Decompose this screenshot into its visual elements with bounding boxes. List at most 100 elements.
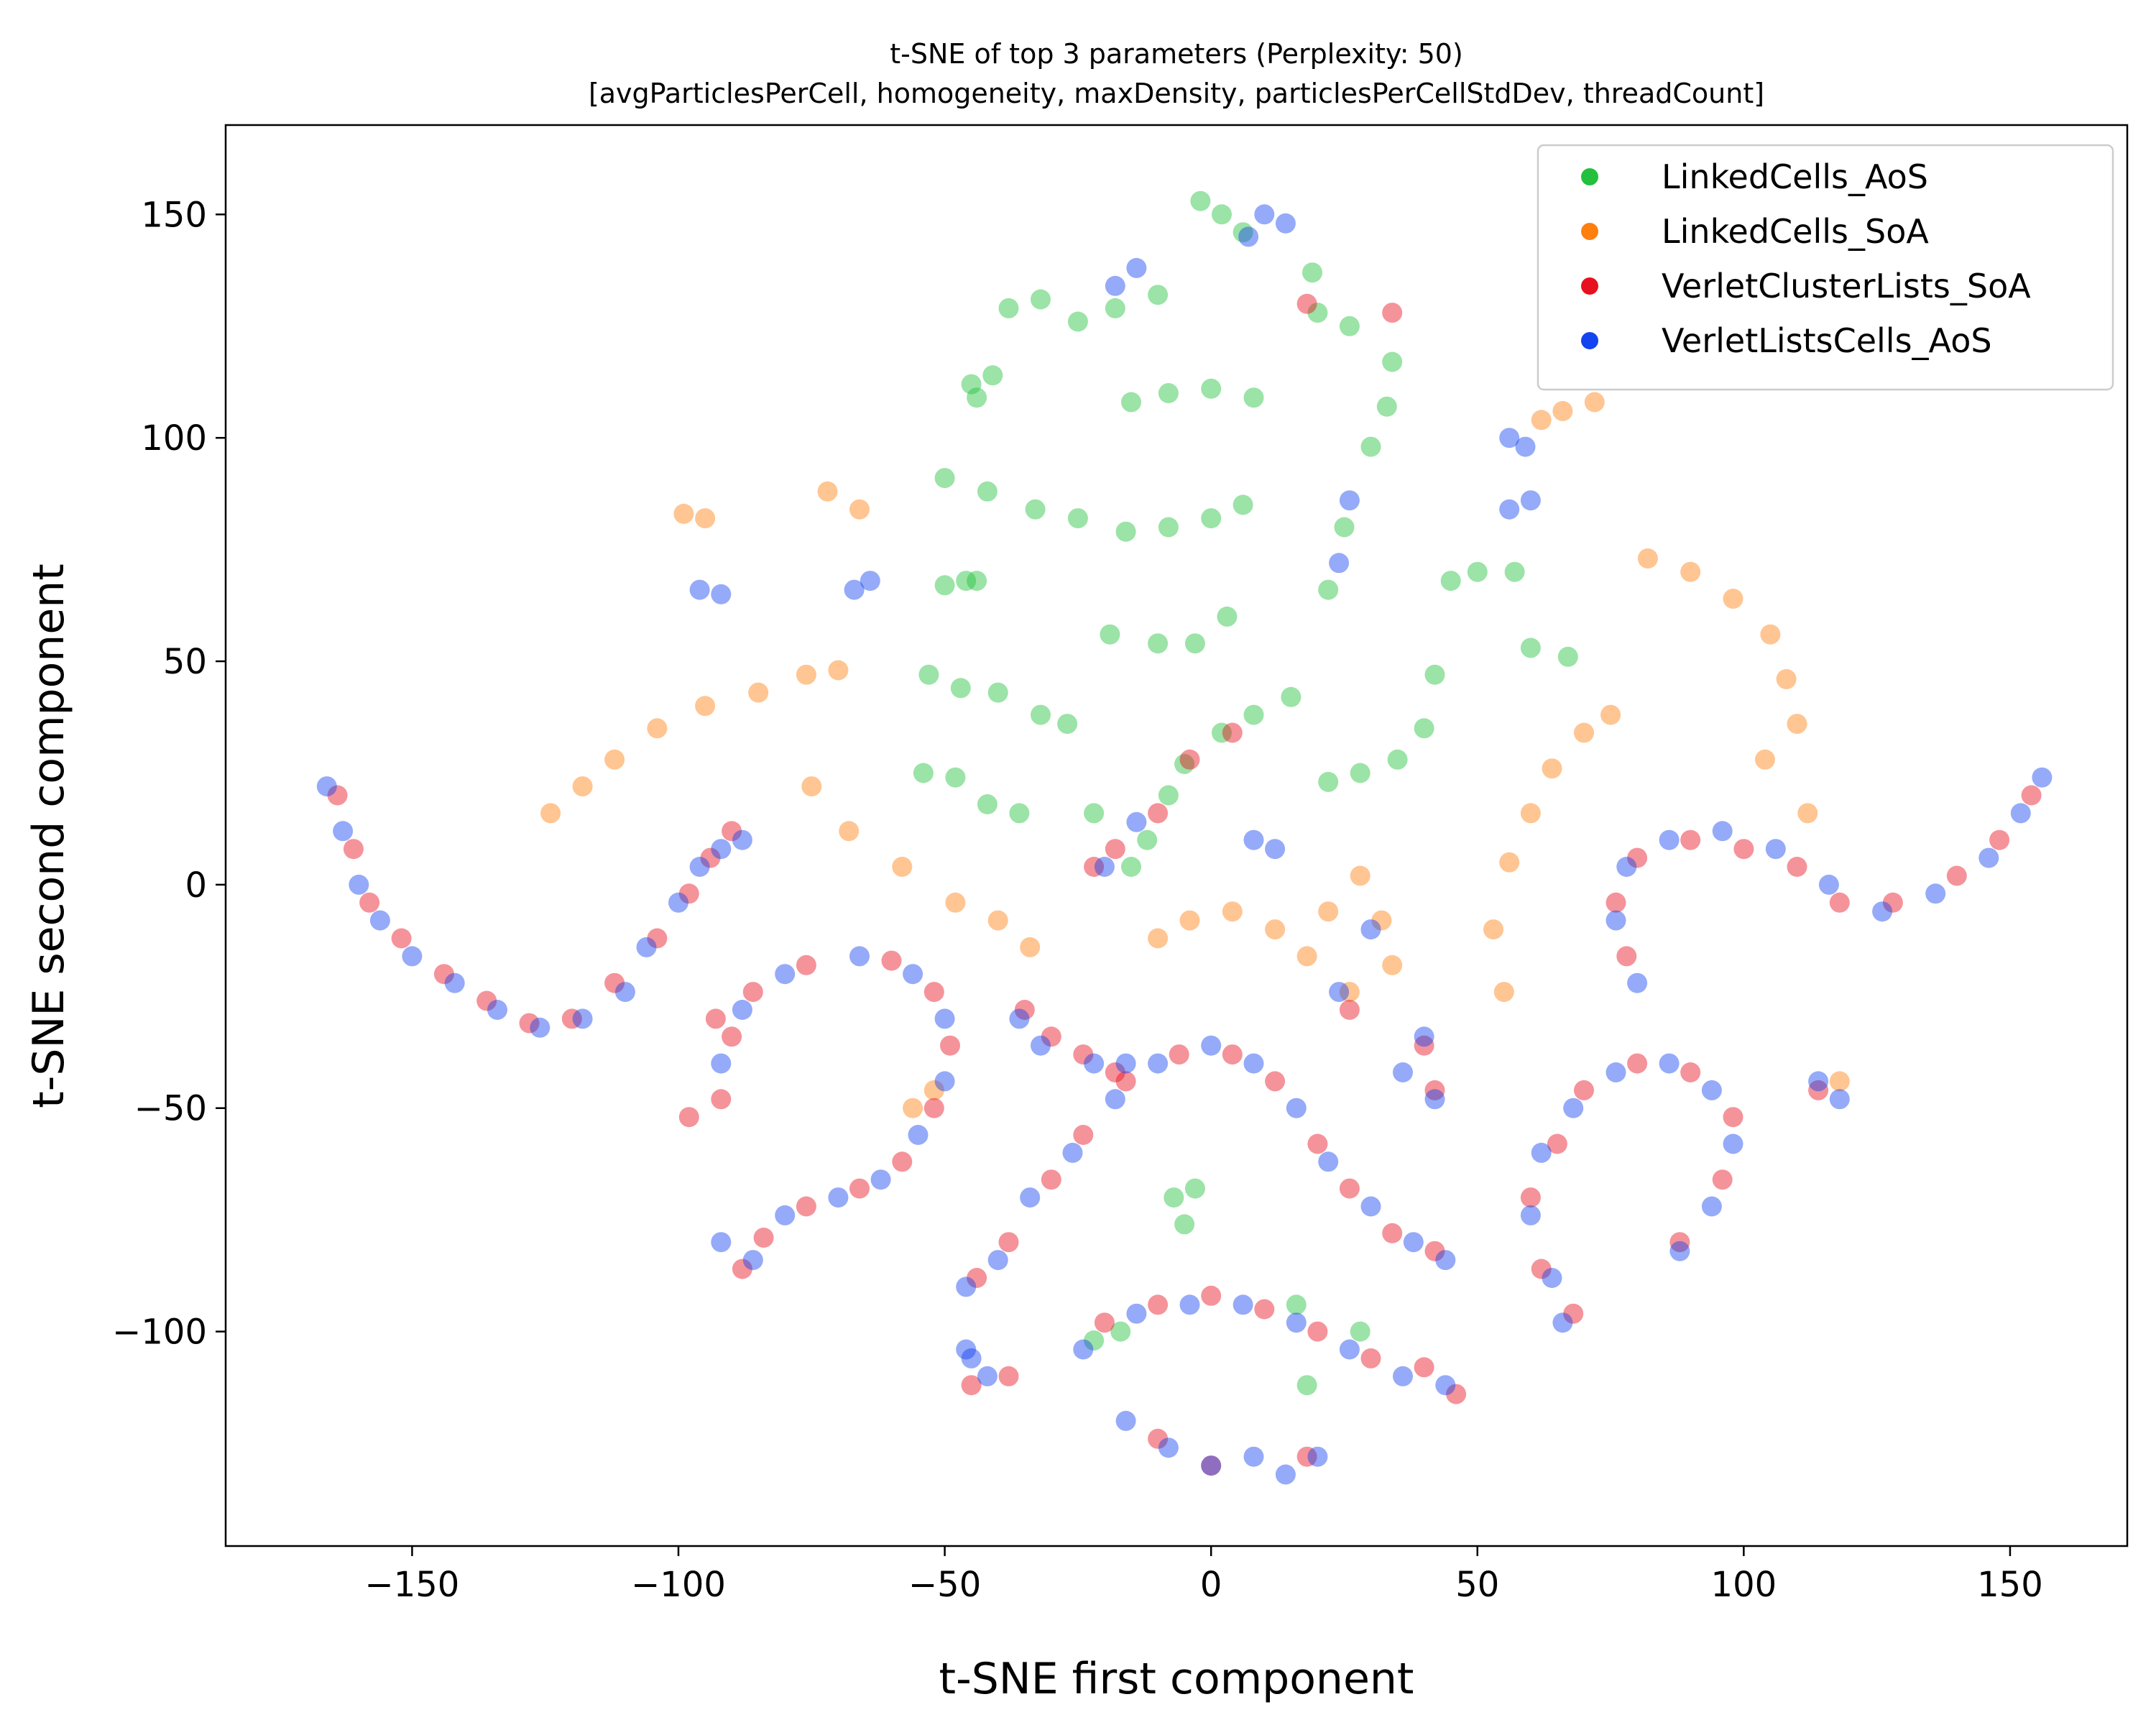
point-VerletClusterLists_SoA-39 bbox=[1265, 1071, 1286, 1092]
point-LinkedCells_SoA-11 bbox=[839, 821, 860, 842]
point-LinkedCells_AoS-66 bbox=[1174, 1214, 1195, 1235]
point-LinkedCells_AoS-0 bbox=[1190, 190, 1211, 211]
point-VerletClusterLists_SoA-76 bbox=[1414, 1035, 1434, 1056]
point-LinkedCells_SoA-15 bbox=[1020, 937, 1041, 957]
point-LinkedCells_AoS-2 bbox=[1233, 222, 1253, 243]
point-LinkedCells_SoA-18 bbox=[1148, 928, 1169, 949]
plot-frame bbox=[224, 124, 2129, 1547]
legend-marker-VerletListsCells_AoS bbox=[1581, 332, 1598, 349]
point-LinkedCells_AoS-43 bbox=[1174, 754, 1195, 774]
point-VerletListsCells_AoS-27 bbox=[903, 964, 923, 985]
point-VerletListsCells_AoS-70 bbox=[1659, 1053, 1680, 1074]
point-LinkedCells_AoS-57 bbox=[1387, 749, 1408, 770]
point-LinkedCells_AoS-24 bbox=[956, 571, 977, 592]
point-LinkedCells_AoS-12 bbox=[1158, 383, 1179, 403]
legend-label-VerletListsCells_AoS: VerletListsCells_AoS bbox=[1662, 321, 1992, 360]
point-VerletListsCells_AoS-34 bbox=[956, 1339, 977, 1360]
point-VerletClusterLists_SoA-88 bbox=[1296, 293, 1317, 314]
point-VerletClusterLists_SoA-50 bbox=[1414, 1357, 1434, 1378]
point-LinkedCells_SoA-10 bbox=[801, 776, 822, 797]
point-VerletClusterLists_SoA-67 bbox=[1627, 847, 1648, 868]
point-VerletClusterLists_SoA-79 bbox=[1105, 1062, 1125, 1082]
point-VerletClusterLists_SoA-49 bbox=[1360, 1348, 1381, 1368]
legend-label-LinkedCells_SoA: LinkedCells_SoA bbox=[1662, 212, 1929, 251]
point-LinkedCells_AoS-65 bbox=[1164, 1187, 1184, 1208]
point-VerletClusterLists_SoA-24 bbox=[881, 950, 902, 971]
point-VerletClusterLists_SoA-57 bbox=[1531, 1259, 1552, 1279]
point-VerletListsCells_AoS-66 bbox=[1542, 1268, 1562, 1288]
point-VerletClusterLists_SoA-81 bbox=[1084, 857, 1105, 877]
point-LinkedCells_SoA-41 bbox=[1776, 668, 1797, 689]
point-LinkedCells_SoA-36 bbox=[903, 1098, 923, 1118]
point-LinkedCells_SoA-33 bbox=[1574, 722, 1594, 743]
y-tick-label: −50 bbox=[134, 1089, 207, 1129]
point-VerletListsCells_AoS-89 bbox=[1393, 1062, 1413, 1082]
point-LinkedCells_AoS-29 bbox=[1031, 704, 1051, 725]
point-VerletClusterLists_SoA-14 bbox=[711, 1089, 732, 1110]
point-VerletListsCells_AoS-59 bbox=[1158, 1438, 1179, 1458]
point-LinkedCells_AoS-61 bbox=[1467, 561, 1488, 582]
point-VerletListsCells_AoS-67 bbox=[1552, 1312, 1573, 1333]
point-VerletListsCells_AoS-28 bbox=[849, 946, 870, 967]
x-tick-label: 0 bbox=[1200, 1565, 1222, 1605]
point-VerletListsCells_AoS-5 bbox=[444, 972, 465, 993]
point-LinkedCells_SoA-25 bbox=[1371, 910, 1392, 931]
point-VerletListsCells_AoS-15 bbox=[689, 579, 710, 600]
point-LinkedCells_AoS-3 bbox=[961, 374, 982, 395]
point-VerletListsCells_AoS-0 bbox=[316, 776, 337, 797]
point-VerletClusterLists_SoA-48 bbox=[1307, 1321, 1328, 1342]
x-tick-label: 100 bbox=[1711, 1565, 1777, 1605]
point-VerletListsCells_AoS-100 bbox=[1105, 275, 1125, 296]
x-tick-label: −50 bbox=[908, 1565, 981, 1605]
chart-title: t-SNE of top 3 parameters (Perplexity: 5… bbox=[890, 38, 1463, 70]
point-VerletClusterLists_SoA-63 bbox=[1712, 1169, 1733, 1190]
point-LinkedCells_AoS-58 bbox=[1350, 763, 1370, 783]
point-VerletClusterLists_SoA-52 bbox=[1148, 1428, 1169, 1449]
point-VerletListsCells_AoS-91 bbox=[1115, 1053, 1136, 1074]
point-LinkedCells_AoS-48 bbox=[1307, 303, 1328, 323]
point-VerletClusterLists_SoA-69 bbox=[1733, 839, 1754, 860]
point-LinkedCells_SoA-34 bbox=[1600, 704, 1621, 725]
point-LinkedCells_SoA-38 bbox=[1680, 561, 1701, 582]
point-VerletClusterLists_SoA-68 bbox=[1680, 829, 1701, 850]
point-VerletListsCells_AoS-58 bbox=[1115, 1410, 1136, 1431]
point-LinkedCells_SoA-31 bbox=[1520, 803, 1541, 824]
point-LinkedCells_SoA-21 bbox=[1265, 919, 1286, 940]
point-VerletClusterLists_SoA-21 bbox=[923, 1098, 944, 1118]
point-VerletListsCells_AoS-38 bbox=[987, 1250, 1008, 1271]
point-VerletClusterLists_SoA-19 bbox=[849, 1178, 870, 1199]
legend: LinkedCells_AoS LinkedCells_SoA VerletClus… bbox=[1537, 144, 2114, 391]
point-LinkedCells_AoS-1 bbox=[1212, 204, 1232, 225]
scatter-points bbox=[316, 190, 2053, 1485]
y-axis-label: t-SNE second component bbox=[24, 564, 74, 1108]
point-LinkedCells_AoS-46 bbox=[1281, 686, 1302, 707]
point-VerletClusterLists_SoA-73 bbox=[1946, 865, 1967, 886]
point-VerletClusterLists_SoA-30 bbox=[961, 1375, 982, 1396]
point-VerletClusterLists_SoA-32 bbox=[967, 1268, 987, 1288]
point-LinkedCells_SoA-27 bbox=[1339, 982, 1360, 1003]
point-VerletListsCells_AoS-54 bbox=[1286, 1312, 1307, 1333]
point-VerletClusterLists_SoA-80 bbox=[1808, 1080, 1829, 1100]
point-LinkedCells_SoA-28 bbox=[1493, 982, 1514, 1003]
point-VerletListsCells_AoS-11 bbox=[668, 892, 688, 913]
point-VerletListsCells_AoS-103 bbox=[1238, 226, 1259, 247]
point-VerletListsCells_AoS-81 bbox=[1818, 874, 1839, 895]
point-VerletClusterLists_SoA-71 bbox=[1829, 892, 1850, 913]
point-LinkedCells_AoS-40 bbox=[1121, 857, 1141, 877]
point-VerletListsCells_AoS-56 bbox=[1393, 1366, 1413, 1386]
point-VerletListsCells_AoS-61 bbox=[1243, 1446, 1264, 1467]
point-LinkedCells_AoS-42 bbox=[1158, 785, 1179, 806]
point-LinkedCells_AoS-11 bbox=[1121, 392, 1141, 413]
point-LinkedCells_AoS-64 bbox=[1557, 646, 1578, 667]
point-LinkedCells_SoA-14 bbox=[987, 910, 1008, 931]
point-LinkedCells_AoS-27 bbox=[950, 678, 971, 699]
point-VerletListsCells_AoS-86 bbox=[2032, 767, 2053, 788]
x-axis-ticks: −150 −100 −50 0 50 100 150 bbox=[364, 1546, 2043, 1605]
y-tick-label: 0 bbox=[185, 865, 207, 906]
point-VerletListsCells_AoS-17 bbox=[844, 579, 865, 600]
point-VerletListsCells_AoS-36 bbox=[1031, 1035, 1051, 1056]
point-VerletListsCells_AoS-97 bbox=[1515, 436, 1536, 457]
point-LinkedCells_SoA-42 bbox=[1787, 714, 1807, 735]
point-VerletClusterLists_SoA-85 bbox=[1222, 722, 1243, 743]
